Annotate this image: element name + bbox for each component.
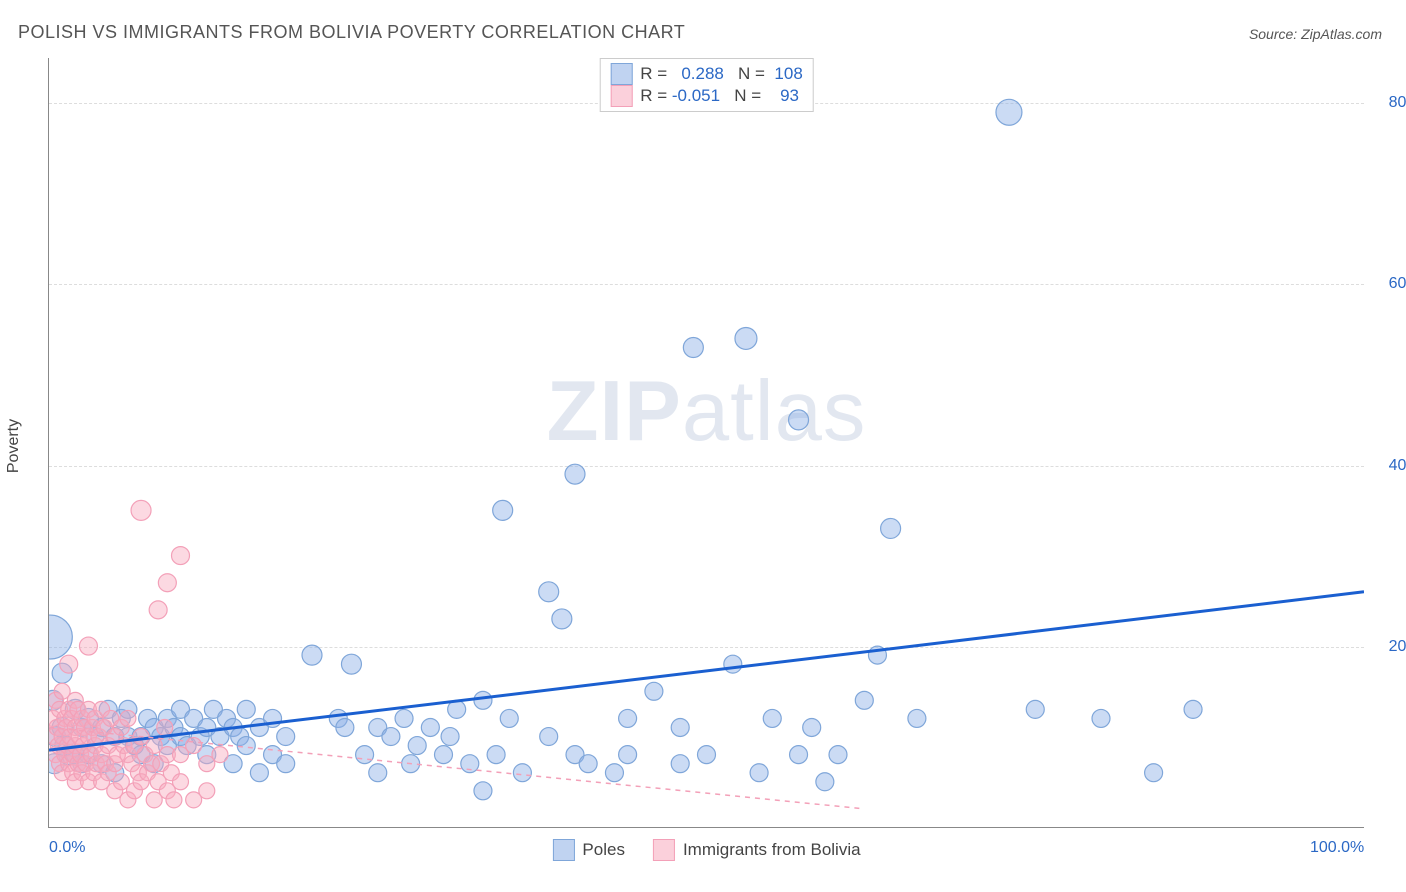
x-tick-label: 100.0%	[1310, 839, 1364, 857]
data-point	[369, 764, 387, 782]
data-point	[277, 728, 295, 746]
data-point	[60, 655, 78, 673]
trend-line	[49, 592, 1364, 750]
data-point	[186, 738, 202, 754]
data-point	[619, 709, 637, 727]
data-point	[829, 746, 847, 764]
series-legend-item: Poles	[552, 839, 625, 861]
series-legend-item: Immigrants from Bolivia	[653, 839, 861, 861]
data-point	[683, 338, 703, 358]
data-point	[513, 764, 531, 782]
data-point	[166, 792, 182, 808]
data-point	[789, 410, 809, 430]
correlation-legend: R = 0.288 N = 108R = -0.051 N = 93	[599, 58, 814, 112]
series-legend-label: Poles	[582, 840, 625, 860]
data-point	[120, 710, 136, 726]
plot-area: ZIPatlas 20.0%40.0%60.0%80.0% 0.0%100.0%…	[48, 58, 1364, 828]
data-point	[671, 718, 689, 736]
data-point	[552, 609, 572, 629]
data-point	[1026, 700, 1044, 718]
data-point	[435, 746, 453, 764]
data-point	[131, 500, 151, 520]
data-point	[172, 547, 190, 565]
data-point	[735, 327, 757, 349]
legend-stats-text: R = -0.051 N = 93	[640, 86, 799, 106]
data-point	[157, 719, 173, 735]
data-point	[763, 709, 781, 727]
data-point	[474, 691, 492, 709]
correlation-legend-row: R = 0.288 N = 108	[610, 63, 803, 85]
data-point	[199, 783, 215, 799]
y-axis-label: Poverty	[5, 419, 23, 473]
data-point	[173, 774, 189, 790]
data-point	[237, 737, 255, 755]
legend-swatch	[610, 85, 632, 107]
legend-stats-text: R = 0.288 N = 108	[640, 64, 803, 84]
scatter-svg	[49, 58, 1364, 827]
chart-title: POLISH VS IMMIGRANTS FROM BOLIVIA POVERT…	[18, 22, 685, 43]
data-point	[395, 709, 413, 727]
data-point	[790, 746, 808, 764]
data-point	[565, 464, 585, 484]
data-point	[408, 737, 426, 755]
data-point	[302, 645, 322, 665]
data-point	[341, 654, 361, 674]
data-point	[645, 682, 663, 700]
data-point	[382, 728, 400, 746]
data-point	[908, 709, 926, 727]
data-point	[79, 637, 97, 655]
data-point	[671, 755, 689, 773]
data-point	[539, 582, 559, 602]
data-point	[277, 755, 295, 773]
data-point	[336, 718, 354, 736]
data-point	[250, 764, 268, 782]
data-point	[149, 601, 167, 619]
data-point	[698, 746, 716, 764]
data-point	[441, 728, 459, 746]
data-point	[881, 518, 901, 538]
data-point	[500, 709, 518, 727]
data-point	[487, 746, 505, 764]
data-point	[619, 746, 637, 764]
series-legend: Poles Immigrants from Bolivia	[552, 839, 860, 861]
data-point	[579, 755, 597, 773]
data-point	[996, 99, 1022, 125]
data-point	[803, 718, 821, 736]
y-tick-label: 20.0%	[1374, 638, 1406, 656]
data-point	[421, 718, 439, 736]
data-point	[855, 691, 873, 709]
legend-swatch	[653, 839, 675, 861]
legend-swatch	[552, 839, 574, 861]
correlation-legend-row: R = -0.051 N = 93	[610, 85, 803, 107]
data-point	[1092, 709, 1110, 727]
data-point	[750, 764, 768, 782]
data-point	[605, 764, 623, 782]
data-point	[237, 700, 255, 718]
series-legend-label: Immigrants from Bolivia	[683, 840, 861, 860]
data-point	[474, 782, 492, 800]
y-tick-label: 40.0%	[1374, 457, 1406, 475]
data-point	[724, 655, 742, 673]
data-point	[158, 574, 176, 592]
data-point	[1184, 700, 1202, 718]
data-point	[49, 615, 72, 659]
y-tick-label: 80.0%	[1374, 94, 1406, 112]
data-point	[356, 746, 374, 764]
data-point	[816, 773, 834, 791]
y-tick-label: 60.0%	[1374, 275, 1406, 293]
x-tick-label: 0.0%	[49, 839, 85, 857]
data-point	[540, 728, 558, 746]
data-point	[212, 747, 228, 763]
data-point	[493, 500, 513, 520]
data-point	[1145, 764, 1163, 782]
source-attribution: Source: ZipAtlas.com	[1249, 26, 1382, 42]
legend-swatch	[610, 63, 632, 85]
